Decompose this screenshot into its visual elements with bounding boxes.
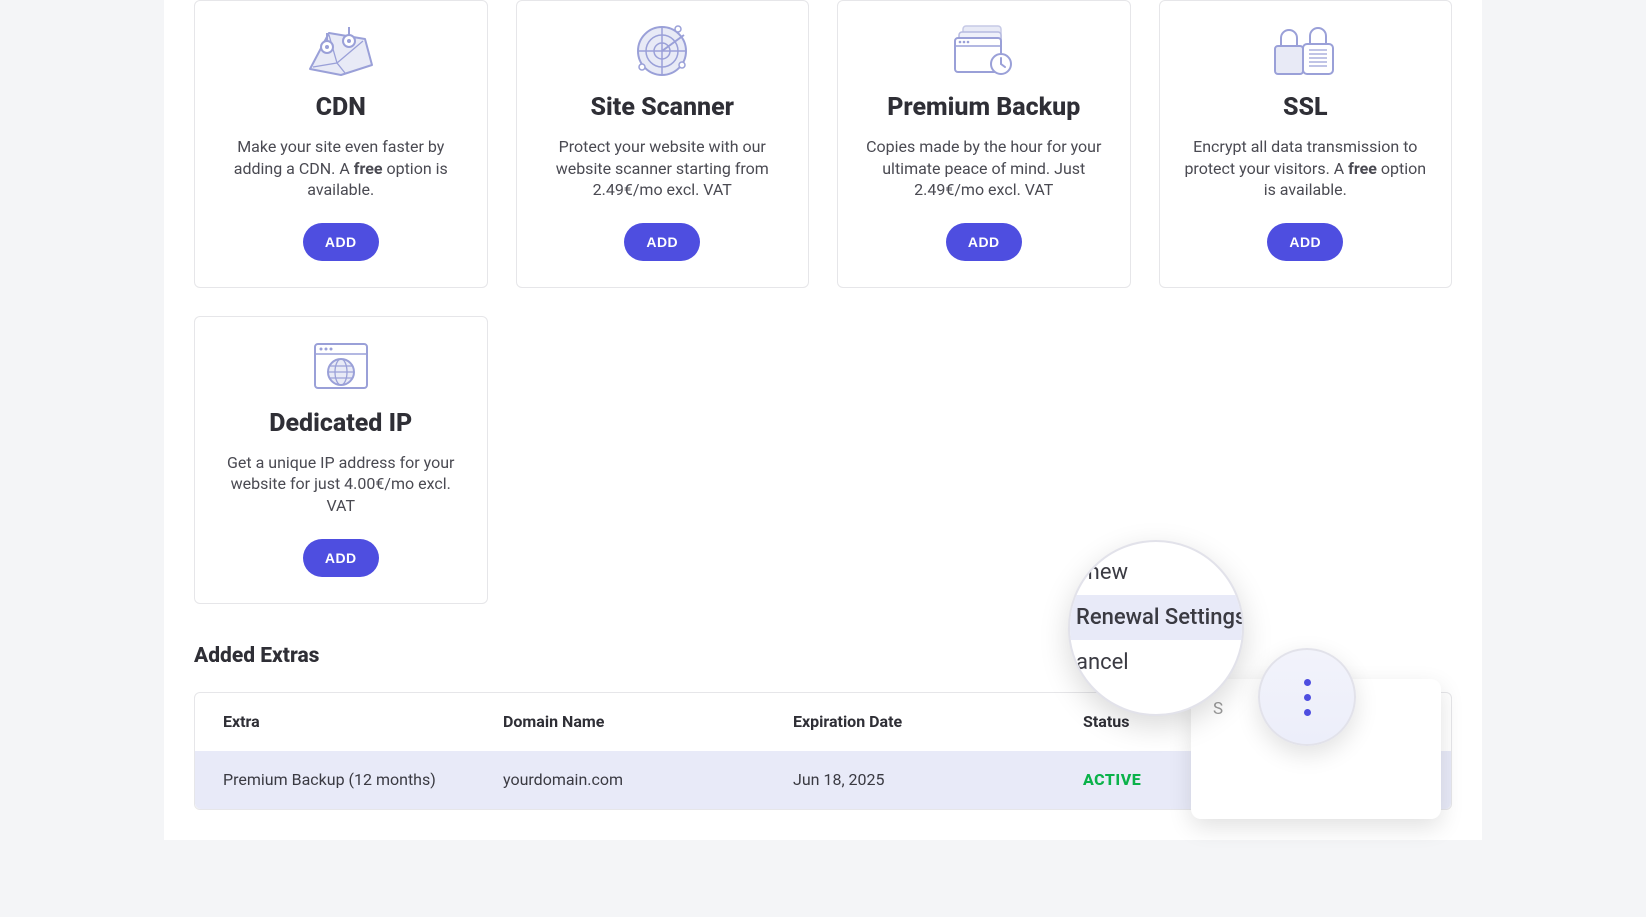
kebab-dot-icon bbox=[1304, 679, 1311, 686]
desc-bold: free bbox=[354, 159, 383, 178]
card-desc: Encrypt all data transmission to protect… bbox=[1180, 136, 1432, 201]
table-row: Premium Backup (12 months) yourdomain.co… bbox=[195, 751, 1451, 809]
cell-extra: Premium Backup (12 months) bbox=[223, 770, 503, 789]
card-premium-backup: Premium Backup Copies made by the hour f… bbox=[837, 0, 1131, 288]
add-button[interactable]: ADD bbox=[1267, 223, 1343, 261]
desc-text: Get a unique IP address for your website… bbox=[227, 453, 454, 515]
kebab-highlight[interactable] bbox=[1258, 648, 1356, 746]
backup-icon bbox=[858, 25, 1110, 77]
desc-bold: free bbox=[1348, 159, 1377, 178]
available-extras-grid-row2: Dedicated IP Get a unique IP address for… bbox=[194, 316, 1452, 604]
add-button[interactable]: ADD bbox=[946, 223, 1022, 261]
card-ssl: SSL Encrypt all data transmission to pro… bbox=[1159, 0, 1453, 288]
card-cdn: CDN Make your site even faster by adding… bbox=[194, 0, 488, 288]
mag-line-renewal-settings: Renewal Settings bbox=[1068, 595, 1244, 640]
cell-expiration: Jun 18, 2025 bbox=[793, 770, 1083, 789]
card-title: Site Scanner bbox=[537, 93, 789, 122]
globe-window-icon bbox=[215, 341, 467, 393]
added-extras-heading: Added Extras bbox=[194, 644, 1452, 668]
col-expiration: Expiration Date bbox=[793, 712, 1083, 731]
cell-domain: yourdomain.com bbox=[503, 770, 793, 789]
mag-line-renew: enew bbox=[1068, 550, 1244, 595]
card-desc: Get a unique IP address for your website… bbox=[215, 452, 467, 517]
magnifier-overlay: enew Renewal Settings ancel bbox=[1068, 540, 1244, 716]
card-title: CDN bbox=[215, 93, 467, 122]
card-desc: Protect your website with our website sc… bbox=[537, 136, 789, 201]
card-title: SSL bbox=[1180, 93, 1432, 122]
col-extra: Extra bbox=[223, 712, 503, 731]
card-title: Dedicated IP bbox=[215, 409, 467, 438]
page: CDN Make your site even faster by adding… bbox=[0, 0, 1646, 840]
card-dedicated-ip: Dedicated IP Get a unique IP address for… bbox=[194, 316, 488, 604]
add-button[interactable]: ADD bbox=[624, 223, 700, 261]
lock-icon bbox=[1180, 25, 1432, 77]
add-button[interactable]: ADD bbox=[303, 539, 379, 577]
card-desc: Copies made by the hour for your ultimat… bbox=[858, 136, 1110, 201]
available-extras-grid: CDN Make your site even faster by adding… bbox=[194, 0, 1452, 288]
kebab-dot-icon bbox=[1304, 709, 1311, 716]
col-domain: Domain Name bbox=[503, 712, 793, 731]
cdn-icon bbox=[215, 25, 467, 77]
card-title: Premium Backup bbox=[858, 93, 1110, 122]
add-button[interactable]: ADD bbox=[303, 223, 379, 261]
radar-icon bbox=[537, 25, 789, 77]
mag-line-cancel: ancel bbox=[1068, 640, 1244, 685]
kebab-dot-icon bbox=[1304, 694, 1311, 701]
desc-text: Copies made by the hour for your ultimat… bbox=[866, 137, 1101, 199]
desc-text: Protect your website with our website sc… bbox=[556, 137, 769, 199]
card-desc: Make your site even faster by adding a C… bbox=[215, 136, 467, 201]
card-site-scanner: Site Scanner Protect your website with o… bbox=[516, 0, 810, 288]
